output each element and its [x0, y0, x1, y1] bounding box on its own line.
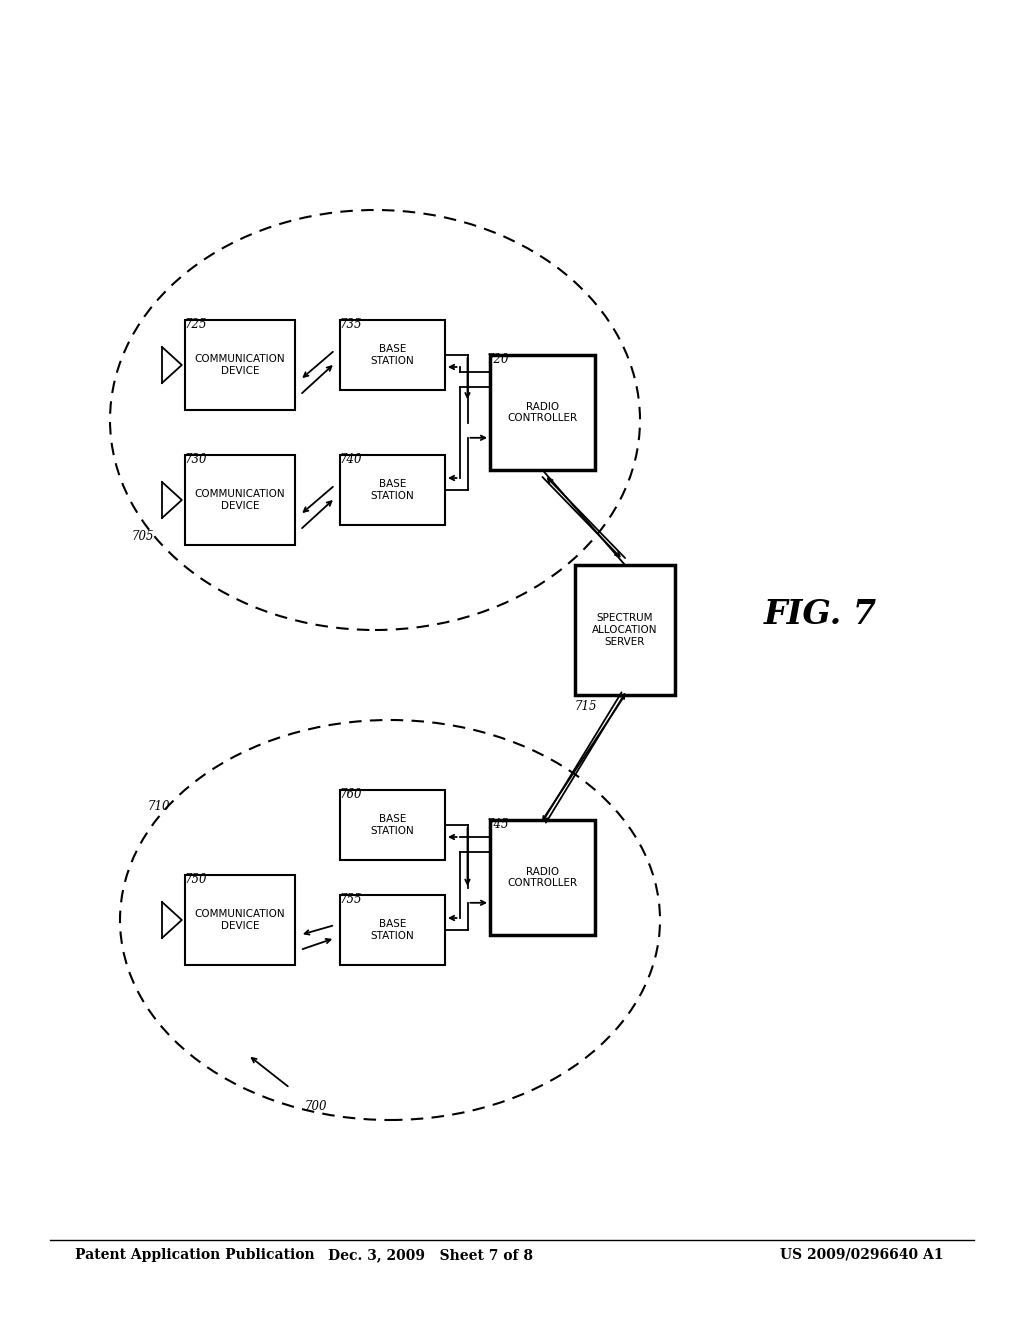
Text: RADIO
CONTROLLER: RADIO CONTROLLER [508, 401, 578, 424]
Bar [340, 455, 445, 525]
Text: 710: 710 [148, 800, 171, 813]
Text: BASE
STATION: BASE STATION [371, 479, 415, 500]
Text: 750: 750 [185, 873, 208, 886]
Text: 700: 700 [305, 1100, 328, 1113]
Bar [185, 875, 295, 965]
Text: 705: 705 [132, 531, 155, 543]
Bar [340, 789, 445, 861]
Text: 755: 755 [340, 894, 362, 906]
Text: SPECTRUM
ALLOCATION
SERVER: SPECTRUM ALLOCATION SERVER [592, 614, 657, 647]
Text: BASE
STATION: BASE STATION [371, 814, 415, 836]
Bar [490, 355, 595, 470]
Text: RADIO
CONTROLLER: RADIO CONTROLLER [508, 867, 578, 888]
Text: 730: 730 [185, 453, 208, 466]
Text: COMMUNICATION
DEVICE: COMMUNICATION DEVICE [195, 354, 286, 376]
Text: 725: 725 [185, 318, 208, 331]
Text: 715: 715 [575, 700, 597, 713]
Bar [340, 895, 445, 965]
Text: COMMUNICATION
DEVICE: COMMUNICATION DEVICE [195, 909, 286, 931]
Text: 720: 720 [487, 352, 510, 366]
Text: COMMUNICATION
DEVICE: COMMUNICATION DEVICE [195, 490, 286, 511]
Text: 745: 745 [487, 818, 510, 832]
Text: 760: 760 [340, 788, 362, 801]
Bar [575, 565, 675, 696]
Text: BASE
STATION: BASE STATION [371, 919, 415, 941]
Bar [340, 319, 445, 389]
Text: Dec. 3, 2009   Sheet 7 of 8: Dec. 3, 2009 Sheet 7 of 8 [328, 1247, 532, 1262]
Text: Patent Application Publication: Patent Application Publication [75, 1247, 314, 1262]
Bar [490, 820, 595, 935]
Text: 740: 740 [340, 453, 362, 466]
Text: US 2009/0296640 A1: US 2009/0296640 A1 [780, 1247, 943, 1262]
Text: BASE
STATION: BASE STATION [371, 345, 415, 366]
Bar [185, 319, 295, 411]
Text: 735: 735 [340, 318, 362, 331]
Text: FIG. 7: FIG. 7 [764, 598, 877, 631]
Bar [185, 455, 295, 545]
